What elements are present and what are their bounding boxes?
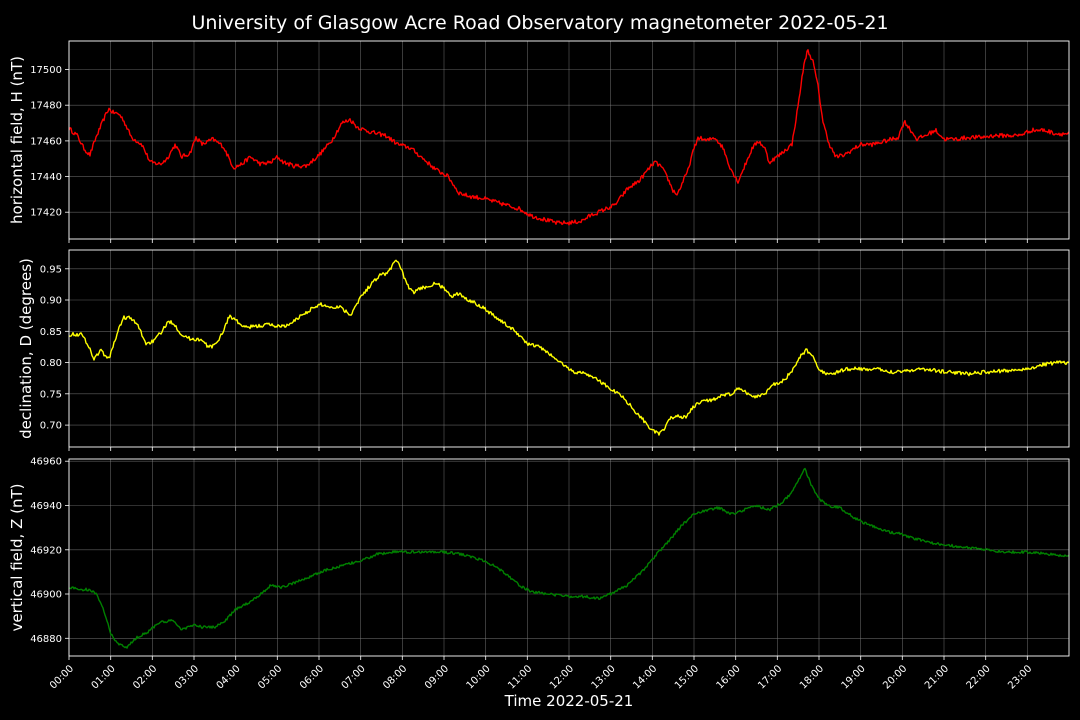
panel-d-ytick-label: 0.75	[40, 389, 62, 400]
panel-z-ytick-label: 46920	[30, 545, 62, 556]
series-line-h	[69, 49, 1069, 226]
panel-d: 0.70 0.75 0.80 0.85 0.90 0.95 declination, D (…	[17, 249, 1070, 451]
panel-d-ytick-label: 0.70	[40, 421, 62, 432]
panel-z-ytick-label: 46880	[30, 634, 62, 645]
panel-h-ytick-label: 17480	[30, 101, 62, 112]
panel-z-ytick-label: 46960	[30, 457, 62, 468]
series-line-d	[69, 259, 1069, 436]
panel-d-ytick-label: 0.90	[40, 296, 62, 307]
series-line-z	[69, 467, 1069, 649]
panel-z-frame	[68, 458, 1070, 657]
panel-z-ytick-label: 46900	[30, 590, 62, 601]
panel-h-ylabel: horizontal field, H (nT)	[8, 56, 26, 224]
chart-panels: 17420 17440 17460 17480 17500 horizontal fiel…	[8, 40, 1070, 660]
panel-d-ylabel: declination, D (degrees)	[17, 258, 35, 439]
x-axis-label: Time 2022-05-21	[504, 692, 634, 710]
panel-h-ytick-label: 17440	[30, 172, 62, 183]
panel-h: 17420 17440 17460 17480 17500 horizontal fiel…	[8, 40, 1070, 243]
panel-d-frame	[68, 249, 1070, 448]
panel-h-ytick-label: 17460	[30, 136, 62, 147]
panel-h-ytick-label: 17420	[30, 208, 62, 219]
panel-d-ytick-label: 0.85	[40, 327, 62, 338]
panel-z-ylabel: vertical field, Z (nT)	[8, 483, 26, 631]
chart-title: University of Glasgow Acre Road Observat…	[191, 12, 888, 34]
panel-h-frame	[68, 40, 1070, 240]
panel-h-ytick-label: 17500	[30, 65, 62, 76]
panel-z-ytick-label: 46940	[30, 501, 62, 512]
panel-d-ytick-label: 0.95	[40, 264, 62, 275]
panel-d-ytick-label: 0.80	[40, 358, 62, 369]
panel-z: 46880 46900 46920 46940 46960 vertical field,…	[8, 457, 1070, 660]
